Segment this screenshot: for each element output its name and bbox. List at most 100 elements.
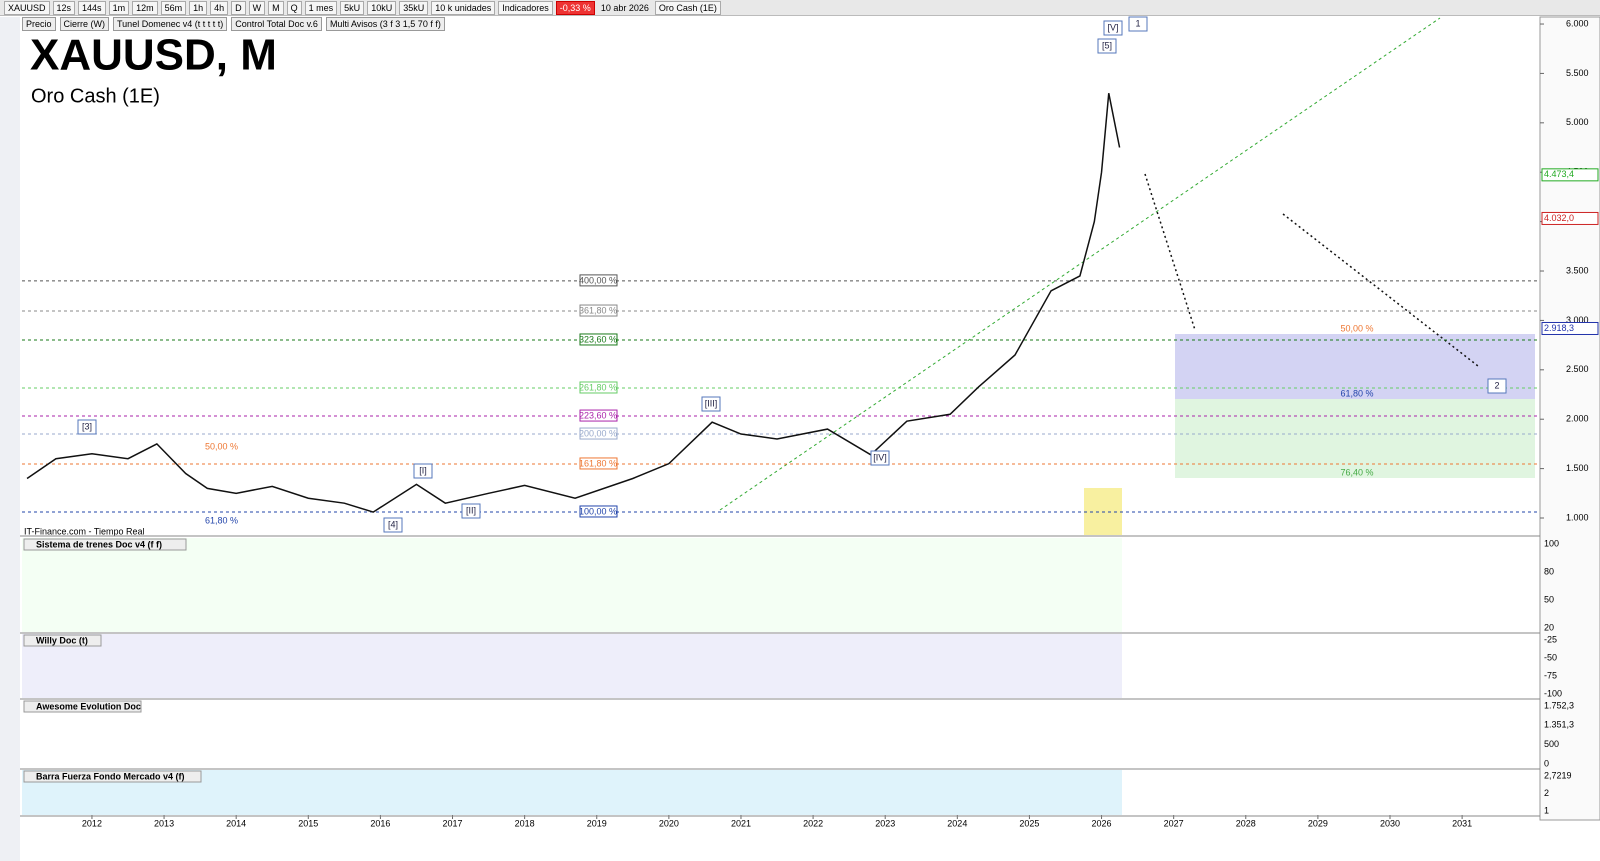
fib-label-box (579, 381, 618, 394)
y-tick-label: 2.000 (1566, 414, 1589, 424)
interval-button[interactable]: Q (286, 0, 302, 15)
panel-axis-label: -75 (1544, 670, 1557, 680)
indicator-tag[interactable]: Cierre (W) (59, 17, 110, 31)
interval-button[interactable]: M (268, 0, 284, 15)
x-tick-label: 2030 (1380, 818, 1400, 828)
panel-title: Sistema de trenes Doc v4 (f f) (36, 539, 162, 549)
change-badge: -0,33 % (555, 0, 595, 15)
wave-box (1487, 378, 1507, 394)
interval-button[interactable]: 1m (108, 0, 130, 15)
size-button[interactable]: 10kU (367, 0, 397, 15)
wave-label: [4] (388, 519, 398, 529)
fib-label: 61,80 % (205, 515, 238, 525)
date: 10 abr 2026 (600, 2, 649, 13)
price-tag (1541, 211, 1599, 225)
wave-box (383, 517, 403, 533)
zone-label: 50,00 % (1340, 323, 1373, 333)
interval-button[interactable]: 144s (78, 0, 106, 15)
panel-axis-label: 500 (1544, 739, 1559, 749)
y-tick-label: 5.500 (1566, 68, 1589, 78)
symbol-select[interactable]: XAUUSD (4, 0, 50, 15)
interval-button[interactable]: W (248, 0, 266, 15)
panel-axis-label: -100 (1544, 688, 1562, 698)
size-button[interactable]: 35kU (399, 0, 429, 15)
interval-button[interactable]: 12m (132, 0, 158, 15)
x-tick-label: 2025 (1019, 818, 1039, 828)
wave-label: [3] (82, 421, 92, 431)
panel-axis-label: -25 (1544, 634, 1557, 644)
y-tick-label: 1.000 (1566, 512, 1589, 522)
units-select[interactable]: 10 k unidades (431, 0, 496, 15)
panel-title-box (23, 538, 187, 551)
fib-label: 261,80 % (579, 382, 617, 392)
indicator-panel (22, 634, 1122, 698)
wave-label: [III] (705, 398, 718, 408)
fib-label-box (579, 505, 618, 518)
left-toolbar (0, 17, 20, 861)
period-select[interactable]: 1 mes (304, 0, 338, 15)
wave-label: [IV] (873, 452, 887, 462)
wave-box (413, 463, 433, 479)
price-axis (1539, 16, 1600, 821)
fib-label-box (579, 274, 618, 287)
interval-button[interactable]: 4h (210, 0, 229, 15)
indicator-panel (22, 770, 1122, 815)
y-tick-label: 2.500 (1566, 364, 1589, 374)
interval-button[interactable]: 1h (189, 0, 208, 15)
price-tag-label: 4.473,4 (1544, 169, 1574, 179)
fib-label: 223,60 % (579, 410, 617, 420)
fib-label-box (579, 457, 618, 470)
y-tick-label: 6.000 (1566, 18, 1589, 28)
indicator-tag[interactable]: Multi Avisos (3 f 3 1,5 70 f f) (325, 17, 445, 31)
x-tick-label: 2024 (947, 818, 967, 828)
chart-title: XAUUSD, M (30, 31, 277, 80)
price-tag (1541, 168, 1599, 182)
wave-box (461, 503, 481, 519)
panel-axis-label: 2,7219 (1544, 770, 1572, 780)
fib-label: 361,80 % (579, 305, 617, 315)
panel-axis-label: 1 (1544, 805, 1549, 815)
fib-label-box (579, 427, 618, 440)
toolbar: XAUUSD 12s 144s 1m 12m 56m 1h 4h D W M Q 1 mes 5kU 10k… (0, 0, 1600, 16)
indicator-panel (22, 700, 1122, 768)
interval-button[interactable]: D (231, 0, 246, 15)
indicator-panel (22, 538, 1122, 632)
panel-title: Willy Doc (t) (36, 635, 88, 645)
instrument: Oro Cash (1E) (654, 0, 721, 15)
x-tick-label: 2031 (1452, 818, 1472, 828)
x-tick-label: 2012 (82, 818, 102, 828)
panel-title: Awesome Evolution Doc (36, 701, 141, 711)
projection-arrow (1282, 213, 1479, 367)
y-tick-label: 3.000 (1566, 315, 1589, 325)
panel-axis-label: 1.351,3 (1544, 720, 1574, 730)
fib-label: 200,00 % (579, 428, 617, 438)
size-button[interactable]: 5kU (340, 0, 365, 15)
interval-button[interactable]: 12s (52, 0, 76, 15)
fib-label: 323,60 % (579, 334, 617, 344)
projection-arrow (1144, 173, 1196, 331)
wave-box (870, 450, 890, 466)
wave-box (1097, 38, 1117, 54)
legend-row: Precio Cierre (W) Tunel Domenec v4 (t t t … (22, 17, 445, 31)
indicator-tag[interactable]: Precio (22, 17, 56, 31)
indicator-tag[interactable]: Control Total Doc v.6 (231, 17, 322, 31)
x-tick-label: 2019 (587, 818, 607, 828)
chart-subtitle: Oro Cash (1E) (31, 85, 160, 107)
fib-label: 161,80 % (579, 458, 617, 468)
wave-label: 1 (1135, 18, 1140, 28)
fib-label-box (579, 304, 618, 317)
indicators-button[interactable]: Indicadores (498, 0, 553, 15)
wave-label: [II] (466, 505, 476, 515)
source: IT-Finance.com - Tiempo Real (24, 526, 145, 536)
panel-title-box (23, 700, 142, 713)
x-tick-label: 2015 (298, 818, 318, 828)
x-tick-label: 2017 (443, 818, 463, 828)
x-tick-label: 2014 (226, 818, 246, 828)
x-tick-label: 2021 (731, 818, 751, 828)
indicator-tag[interactable]: Tunel Domenec v4 (t t t t t) (113, 17, 228, 31)
panel-axis-label: 50 (1544, 594, 1554, 604)
interval-button[interactable]: 56m (160, 0, 187, 15)
target-zone-green (1175, 399, 1535, 478)
fib-label: 400,00 % (579, 275, 617, 285)
